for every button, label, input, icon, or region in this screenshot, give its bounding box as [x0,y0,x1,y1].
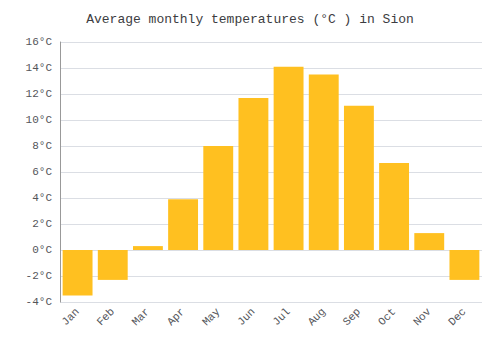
svg-text:16°C: 16°C [26,36,53,48]
svg-text:8°C: 8°C [32,140,52,152]
svg-text:10°C: 10°C [26,114,53,126]
svg-text:6°C: 6°C [32,166,52,178]
svg-text:Average monthly temperatures (: Average monthly temperatures (°C ) in Si… [86,12,414,27]
svg-text:Jun: Jun [235,306,257,328]
svg-text:Feb: Feb [95,306,117,328]
svg-text:Mar: Mar [130,306,152,328]
svg-text:Aug: Aug [306,306,328,328]
svg-text:Oct: Oct [376,306,398,328]
svg-text:0°C: 0°C [32,244,52,256]
svg-text:Sep: Sep [341,306,363,328]
svg-text:14°C: 14°C [26,62,53,74]
svg-text:2°C: 2°C [32,218,52,230]
svg-text:Nov: Nov [411,305,434,328]
svg-text:Dec: Dec [446,306,468,328]
svg-text:Apr: Apr [165,306,187,328]
svg-text:12°C: 12°C [26,88,53,100]
svg-text:Jan: Jan [59,306,81,328]
svg-text:4°C: 4°C [32,192,52,204]
svg-text:-2°C: -2°C [26,270,53,282]
svg-text:May: May [200,305,223,328]
svg-text:-4°C: -4°C [26,296,53,308]
svg-text:Jul: Jul [270,306,292,328]
